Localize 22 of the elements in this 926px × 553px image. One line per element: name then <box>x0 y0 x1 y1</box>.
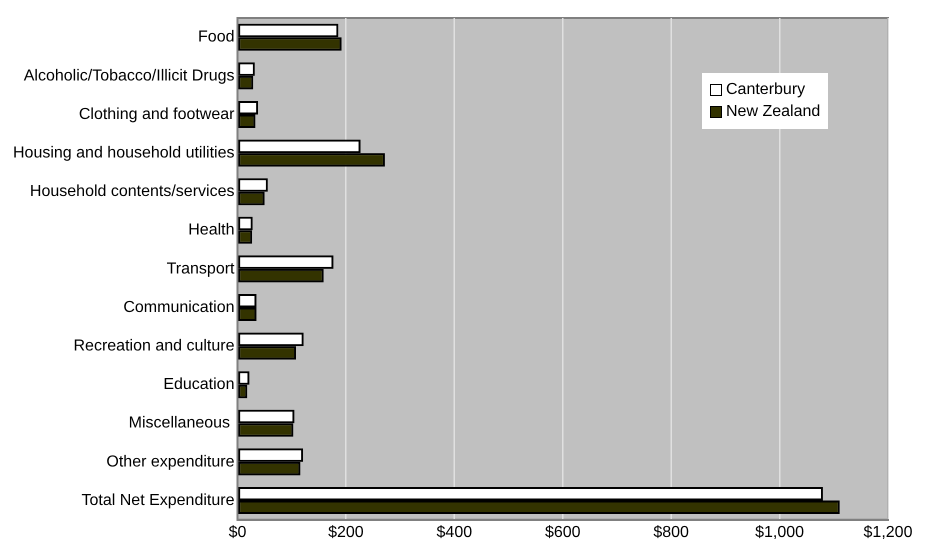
y-tick-label: Miscellaneous <box>128 414 234 432</box>
y-tick-label: Household contents/services <box>30 183 234 200</box>
y-tick-label: Food <box>198 28 234 46</box>
y-tick-label: Total Net Expenditure <box>82 492 235 509</box>
x-tick-label: $1,000 <box>755 524 804 541</box>
x-tick-label: $0 <box>228 524 246 541</box>
x-tick-label: $400 <box>436 524 472 541</box>
y-tick-label: Recreation and culture <box>74 338 235 355</box>
y-tick-label: Clothing and footwear <box>78 106 236 123</box>
x-tick-label: $1,200 <box>864 524 913 541</box>
y-tick-label: Housing and household utilities <box>13 144 234 162</box>
x-tick-label: $600 <box>544 524 581 541</box>
y-tick-label: Transport <box>166 260 236 278</box>
legend-label: New Zealand <box>726 102 820 122</box>
y-tick-label: Health <box>188 222 234 239</box>
x-tick-label: $800 <box>653 524 690 541</box>
y-tick-label: Education <box>163 376 234 394</box>
y-tick-label: Communication <box>123 298 234 316</box>
y-tick-label: Alcoholic/Tobacco/Illicit Drugs <box>24 67 234 84</box>
legend-label: Canterbury <box>726 80 806 100</box>
x-tick-label: $200 <box>328 524 364 541</box>
y-tick-label: Other expenditure <box>106 453 235 470</box>
